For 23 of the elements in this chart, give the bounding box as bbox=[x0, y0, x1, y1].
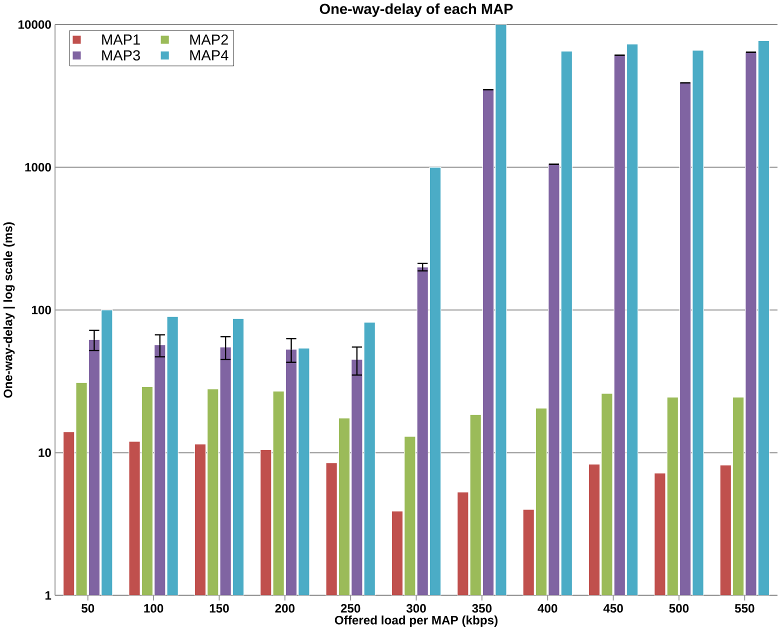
y-axis-title: One-way-delay | log scale (ms) bbox=[3, 222, 15, 398]
legend-label: MAP2 bbox=[190, 34, 228, 45]
x-tick-label: 450 bbox=[603, 604, 623, 613]
x-tick-label: 550 bbox=[734, 604, 754, 613]
x-tick-label: 100 bbox=[144, 604, 164, 613]
x-tick-label: 500 bbox=[669, 604, 689, 613]
x-axis-title: Offered load per MAP (kbps) bbox=[334, 615, 498, 627]
legend-label: MAP1 bbox=[102, 34, 140, 44]
x-tick-label: 300 bbox=[406, 604, 426, 613]
legend-label: MAP3 bbox=[102, 50, 140, 60]
y-tick-label: 1 bbox=[45, 591, 52, 600]
x-tick-label: 250 bbox=[340, 604, 360, 613]
y-tick-label: 100 bbox=[32, 306, 51, 314]
x-tick-label: 400 bbox=[538, 604, 558, 613]
x-tick-label: 150 bbox=[210, 604, 229, 613]
y-tick-label: 10000 bbox=[18, 20, 51, 29]
x-tick-label: 200 bbox=[275, 604, 295, 613]
legend-label: MAP4 bbox=[190, 50, 228, 60]
x-tick-label: 50 bbox=[82, 604, 94, 613]
x-tick-label: 350 bbox=[472, 604, 492, 613]
y-tick-label: 10 bbox=[38, 448, 51, 457]
y-tick-label: 1000 bbox=[25, 162, 51, 172]
chart-title: One-way-delay of each MAP bbox=[320, 3, 513, 17]
